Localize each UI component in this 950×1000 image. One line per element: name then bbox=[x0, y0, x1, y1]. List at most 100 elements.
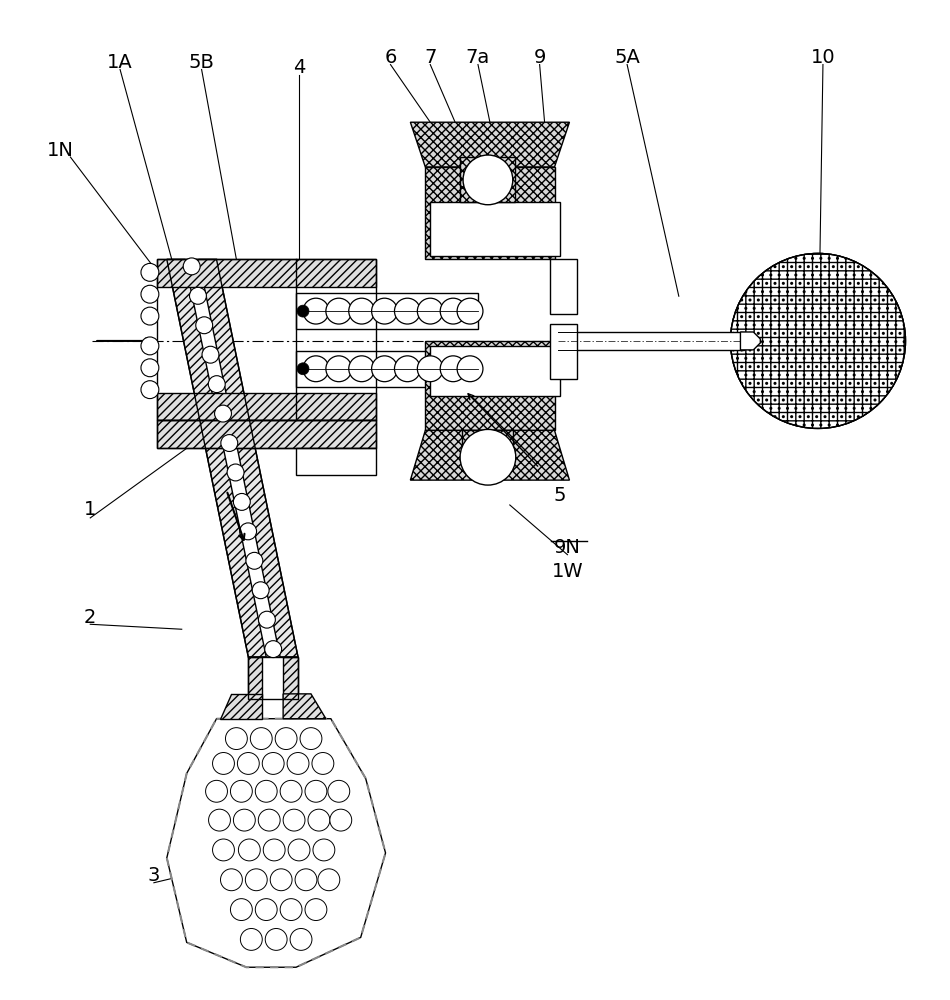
Polygon shape bbox=[167, 259, 266, 657]
Text: 9N: 9N bbox=[554, 538, 580, 557]
Circle shape bbox=[394, 298, 420, 324]
Polygon shape bbox=[184, 259, 280, 657]
Text: 9: 9 bbox=[534, 48, 546, 67]
Polygon shape bbox=[283, 694, 326, 719]
Text: 7a: 7a bbox=[466, 48, 490, 67]
Polygon shape bbox=[157, 259, 375, 287]
Circle shape bbox=[457, 298, 483, 324]
Circle shape bbox=[238, 753, 259, 774]
Polygon shape bbox=[462, 430, 513, 460]
Circle shape bbox=[276, 728, 297, 750]
Circle shape bbox=[305, 899, 327, 921]
Circle shape bbox=[225, 728, 247, 750]
Circle shape bbox=[300, 728, 322, 750]
Bar bbox=[296, 351, 478, 387]
Circle shape bbox=[240, 928, 262, 950]
Circle shape bbox=[417, 298, 444, 324]
Circle shape bbox=[238, 839, 260, 861]
Text: 4: 4 bbox=[293, 58, 305, 77]
Circle shape bbox=[202, 346, 218, 363]
Circle shape bbox=[213, 839, 235, 861]
Circle shape bbox=[258, 809, 280, 831]
Circle shape bbox=[326, 356, 352, 382]
Text: 6: 6 bbox=[385, 48, 397, 67]
Circle shape bbox=[330, 809, 352, 831]
Circle shape bbox=[349, 298, 374, 324]
Polygon shape bbox=[157, 420, 375, 448]
Circle shape bbox=[239, 523, 256, 540]
Circle shape bbox=[288, 839, 310, 861]
Bar bbox=[157, 420, 375, 448]
Circle shape bbox=[258, 611, 276, 628]
Bar bbox=[157, 259, 375, 420]
Text: 7: 7 bbox=[424, 48, 436, 67]
Circle shape bbox=[463, 155, 513, 205]
Circle shape bbox=[460, 429, 516, 485]
Circle shape bbox=[256, 899, 277, 921]
Circle shape bbox=[457, 356, 483, 382]
Bar bbox=[248, 657, 298, 699]
Circle shape bbox=[287, 753, 309, 774]
Circle shape bbox=[265, 641, 281, 658]
Bar bbox=[558, 332, 745, 350]
Polygon shape bbox=[410, 430, 569, 480]
Circle shape bbox=[205, 780, 227, 802]
Circle shape bbox=[440, 356, 466, 382]
Bar bbox=[549, 324, 578, 379]
Text: 1: 1 bbox=[85, 500, 97, 519]
Circle shape bbox=[265, 928, 287, 950]
Polygon shape bbox=[167, 719, 386, 967]
Circle shape bbox=[440, 298, 466, 324]
Circle shape bbox=[308, 809, 330, 831]
Circle shape bbox=[326, 298, 352, 324]
Circle shape bbox=[208, 376, 225, 393]
Circle shape bbox=[231, 899, 253, 921]
Circle shape bbox=[196, 317, 213, 334]
Circle shape bbox=[263, 839, 285, 861]
Circle shape bbox=[141, 285, 159, 303]
Polygon shape bbox=[157, 393, 375, 420]
Circle shape bbox=[231, 780, 253, 802]
Text: 1A: 1A bbox=[107, 53, 133, 72]
Circle shape bbox=[371, 356, 397, 382]
Circle shape bbox=[227, 464, 244, 481]
Circle shape bbox=[417, 356, 444, 382]
Circle shape bbox=[189, 287, 206, 304]
Circle shape bbox=[213, 753, 235, 774]
Polygon shape bbox=[410, 122, 569, 167]
Text: 3: 3 bbox=[147, 866, 161, 885]
Circle shape bbox=[283, 809, 305, 831]
Polygon shape bbox=[740, 332, 760, 350]
Bar bbox=[549, 259, 578, 314]
Circle shape bbox=[141, 307, 159, 325]
Circle shape bbox=[252, 582, 269, 599]
Circle shape bbox=[731, 253, 905, 428]
Circle shape bbox=[290, 928, 312, 950]
Polygon shape bbox=[426, 167, 555, 259]
Circle shape bbox=[297, 305, 309, 317]
Circle shape bbox=[394, 356, 420, 382]
Circle shape bbox=[371, 298, 397, 324]
Circle shape bbox=[270, 869, 292, 891]
Text: 5B: 5B bbox=[189, 53, 215, 72]
Circle shape bbox=[328, 780, 350, 802]
Polygon shape bbox=[199, 259, 298, 657]
Text: 1N: 1N bbox=[47, 141, 74, 160]
Text: 10: 10 bbox=[810, 48, 835, 67]
Circle shape bbox=[303, 298, 329, 324]
Circle shape bbox=[245, 869, 267, 891]
Circle shape bbox=[256, 780, 277, 802]
Circle shape bbox=[141, 359, 159, 377]
Circle shape bbox=[313, 839, 334, 861]
Circle shape bbox=[220, 869, 242, 891]
Circle shape bbox=[141, 337, 159, 355]
Circle shape bbox=[234, 493, 250, 510]
Circle shape bbox=[215, 405, 232, 422]
Polygon shape bbox=[283, 657, 298, 699]
Circle shape bbox=[349, 356, 374, 382]
Circle shape bbox=[183, 258, 200, 275]
Bar bbox=[296, 293, 478, 329]
Polygon shape bbox=[296, 448, 375, 475]
Circle shape bbox=[312, 753, 333, 774]
Circle shape bbox=[731, 253, 905, 428]
